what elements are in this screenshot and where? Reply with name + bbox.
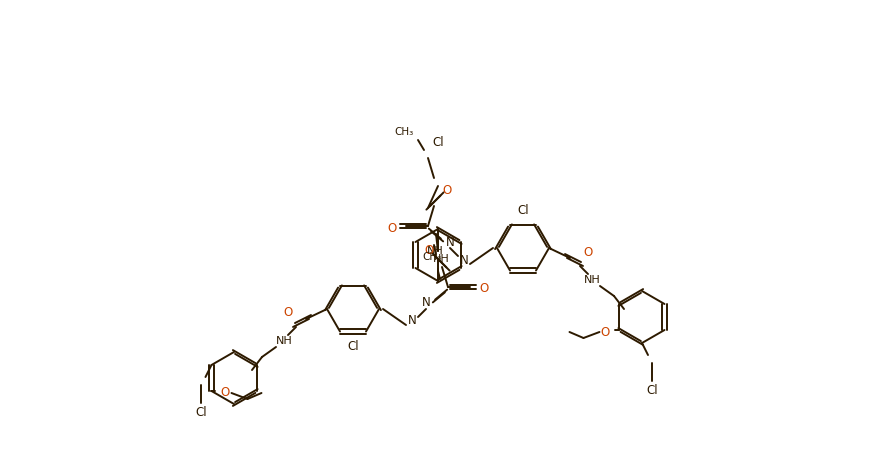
Text: NH: NH	[426, 246, 444, 256]
Text: O: O	[601, 326, 610, 338]
Text: N: N	[460, 254, 468, 267]
Text: O: O	[583, 246, 593, 258]
Text: O: O	[388, 221, 396, 235]
Text: O: O	[424, 245, 433, 258]
Text: O: O	[283, 307, 293, 319]
Text: CH₃: CH₃	[395, 127, 414, 137]
Text: Cl: Cl	[646, 385, 658, 397]
Text: NH: NH	[583, 275, 601, 285]
Text: Cl: Cl	[432, 136, 444, 149]
Text: N: N	[446, 236, 454, 248]
Text: O: O	[442, 184, 452, 197]
Text: O: O	[480, 282, 488, 296]
Text: N: N	[408, 315, 417, 327]
Text: NH: NH	[275, 336, 292, 346]
Text: O: O	[221, 387, 230, 399]
Text: Cl: Cl	[196, 407, 207, 419]
Text: Cl: Cl	[347, 340, 359, 354]
Text: NH: NH	[432, 254, 449, 264]
Text: CH₃: CH₃	[423, 252, 442, 262]
Text: N: N	[422, 297, 431, 309]
Text: Cl: Cl	[517, 204, 529, 217]
